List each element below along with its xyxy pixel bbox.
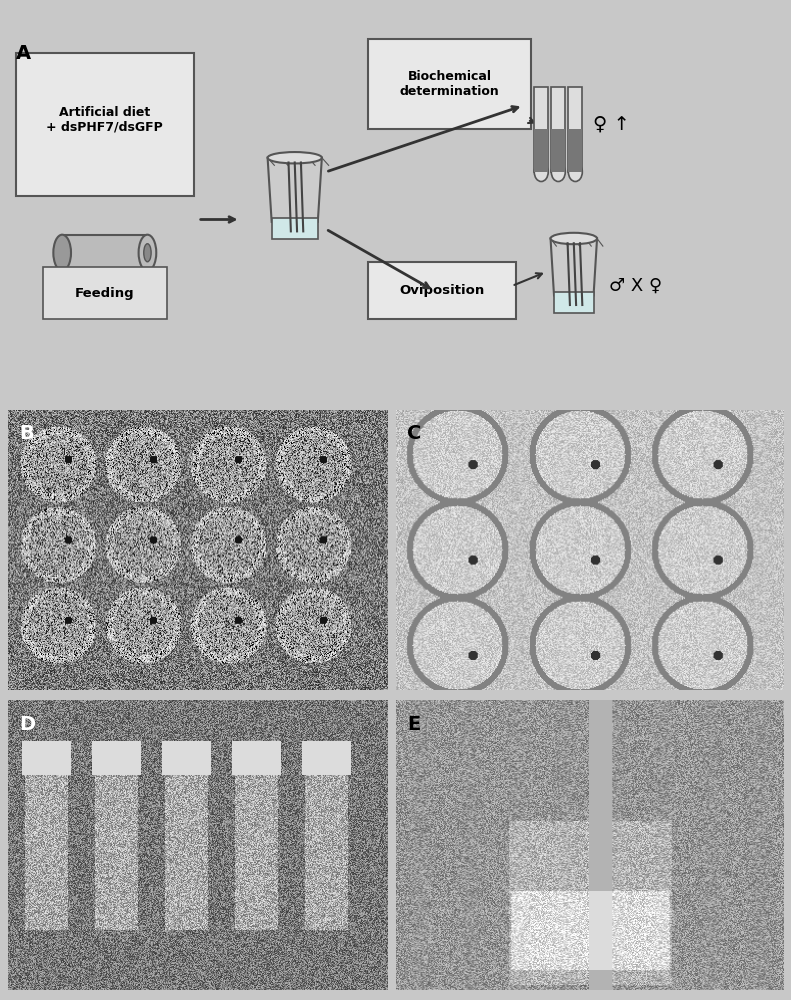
Bar: [534, 129, 548, 172]
Text: B: B: [19, 424, 34, 443]
Polygon shape: [267, 158, 322, 222]
Text: E: E: [407, 714, 420, 734]
Bar: [569, 129, 582, 172]
Text: C: C: [407, 424, 422, 443]
Bar: [551, 129, 566, 172]
Ellipse shape: [551, 233, 597, 244]
Ellipse shape: [569, 162, 582, 182]
Bar: [551, 87, 566, 172]
Text: ♂ X ♀: ♂ X ♀: [609, 277, 662, 295]
Polygon shape: [551, 238, 597, 296]
Ellipse shape: [534, 162, 548, 182]
Ellipse shape: [267, 152, 322, 163]
Text: A: A: [16, 44, 31, 63]
FancyBboxPatch shape: [369, 262, 516, 319]
Ellipse shape: [53, 235, 71, 271]
Bar: [271, 218, 318, 239]
Text: ♀ ↑: ♀ ↑: [593, 115, 630, 134]
Text: Oviposition: Oviposition: [399, 284, 485, 297]
Text: D: D: [19, 714, 36, 734]
Ellipse shape: [138, 235, 157, 271]
Ellipse shape: [144, 244, 151, 262]
FancyBboxPatch shape: [16, 53, 194, 196]
Text: Artificial diet
+ dsPHF7/dsGFP: Artificial diet + dsPHF7/dsGFP: [47, 106, 163, 134]
Bar: [569, 87, 582, 172]
Bar: [554, 292, 593, 313]
Text: Biochemical
determination: Biochemical determination: [400, 70, 500, 98]
Text: Feeding: Feeding: [75, 287, 134, 300]
Ellipse shape: [551, 162, 566, 182]
Bar: [534, 87, 548, 172]
FancyBboxPatch shape: [369, 39, 532, 129]
FancyBboxPatch shape: [43, 267, 167, 319]
Bar: [62, 235, 147, 271]
